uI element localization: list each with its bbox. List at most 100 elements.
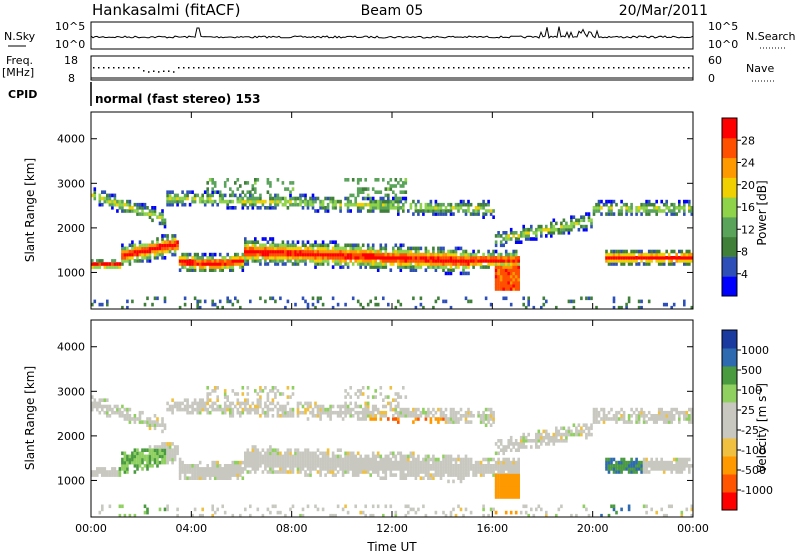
echo-cell [597,414,601,418]
echo-cell [540,224,543,229]
echo-cell [324,196,327,201]
echo-cell [344,470,347,474]
echo-cell [229,414,232,418]
echo-cell [587,426,591,431]
echo-cell [151,246,154,251]
echo-cell [256,199,260,204]
echo-cell [211,178,214,182]
echo-cell [254,199,257,204]
echo-cell [447,271,450,276]
echo-cell [376,190,380,194]
echo-cell [472,470,475,474]
velocity-colorbar-label-text: Velocity [m s [755,396,769,473]
echo-cell [251,206,255,210]
echo-cell [98,401,102,406]
echo-cell [402,410,405,415]
echo-cell [600,199,603,204]
echo-cell [484,464,488,468]
echo-cell [309,454,312,459]
echo-cell [98,404,102,409]
echo-cell [642,460,646,465]
echo-cell [364,470,367,474]
echo-cell [502,482,505,487]
echo-cell [206,386,209,390]
echo-cell [657,460,661,465]
echo-cell [414,252,418,257]
echo-cell [251,460,255,465]
echo-cell [504,445,508,449]
echo-cell [397,395,400,399]
echo-cell [522,442,525,446]
echo-cell [269,193,272,198]
echo-cell [218,190,222,194]
echo-cell [371,262,375,266]
echo-cell [306,407,310,412]
echo-cell [517,234,520,238]
echo-cell [612,457,616,462]
echo-cell [218,268,222,272]
echo-cell [464,296,468,301]
echo-cell [497,460,500,465]
echo-cell [98,265,102,269]
echo-cell [203,190,207,194]
echo-cell [389,460,393,465]
echo-cell [414,249,418,254]
echo-cell [223,395,227,399]
echo-cell [547,442,551,446]
echo-cell [399,395,403,399]
echo-cell [339,454,342,459]
echo-cell [447,249,450,254]
echo-cell [166,460,169,465]
echo-cell [392,473,395,477]
echo-cell [111,206,114,210]
x-tick-label: 00:00 [75,522,107,535]
echo-cell [143,246,147,251]
echo-cell [424,473,428,477]
echo-cell [271,199,275,204]
echo-cell [133,417,137,421]
echo-cell [141,448,144,452]
colorbar-tick-label: 16 [741,201,755,214]
echo-cell [166,234,169,238]
echo-cell [309,252,312,257]
echo-cell [171,237,174,241]
echo-cell [254,240,257,244]
echo-cell [447,454,450,459]
echo-cell [289,464,292,468]
freq-dot [263,67,265,69]
freq-dot [638,67,640,69]
echo-cell [254,464,257,468]
echo-cell [597,206,601,210]
echo-cell [562,439,566,443]
echo-cell [346,404,350,409]
echo-cell [148,426,152,431]
echo-cell [384,206,388,210]
echo-cell [509,271,513,276]
echo-cell [512,249,515,254]
echo-cell [241,259,245,263]
echo-cell [356,464,360,468]
echo-cell [349,451,352,456]
echo-cell [409,467,413,471]
echo-cell [627,296,631,301]
echo-cell [133,209,137,213]
echo-cell [126,299,129,304]
echo-cell [279,196,282,201]
echo-cell [625,202,628,207]
echo-cell [314,199,317,204]
echo-cell [670,504,673,509]
echo-cell [494,280,498,285]
echo-cell [652,460,656,465]
echo-cell [442,265,445,269]
echo-cell [103,410,107,415]
echo-cell [319,206,322,210]
echo-cell [376,470,380,474]
echo-cell [635,209,638,213]
echo-cell [173,196,177,201]
echo-cell [271,470,275,474]
echo-cell [467,299,470,304]
echo-cell [422,504,425,509]
echo-cell [690,209,694,213]
echo-cell [660,414,663,418]
echo-cell [492,414,495,418]
